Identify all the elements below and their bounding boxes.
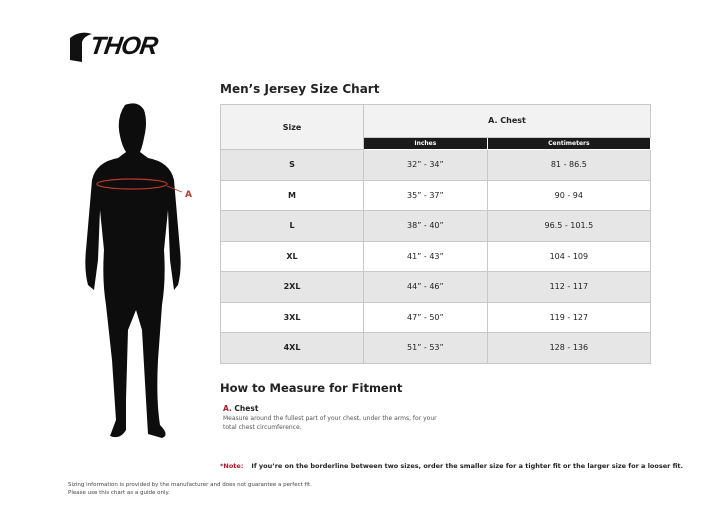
size-cell: 3XL — [220, 301, 364, 333]
page-title: Men’s Jersey Size Chart — [220, 82, 380, 96]
table-row: 4XL 51” - 53” 128 - 136 — [220, 332, 652, 364]
size-cell: L — [220, 210, 364, 242]
inches-cell: 51” - 53” — [363, 332, 488, 364]
note-label: *Note: — [220, 462, 244, 470]
table-row: M 35” - 37” 90 - 94 — [220, 179, 652, 211]
inches-cell: 47” - 50” — [363, 301, 488, 333]
size-cell: 4XL — [220, 332, 364, 364]
size-header: Size — [220, 104, 364, 150]
inches-cell: 35” - 37” — [363, 179, 488, 211]
size-cell: S — [220, 149, 364, 181]
chest-pointer — [166, 185, 183, 193]
table-row: XL 41” - 43” 104 - 109 — [220, 240, 652, 272]
inches-cell: 44” - 46” — [363, 271, 488, 303]
silhouette-shape — [85, 103, 181, 438]
inches-cell: 41” - 43” — [363, 240, 488, 272]
table-row: S 32” - 34” 81 - 86.5 — [220, 149, 652, 181]
note-text: If you’re on the borderline between two … — [251, 462, 683, 470]
chest-item-label: A. Chest — [223, 404, 258, 413]
disclaimer-line-1: Sizing information is provided by the ma… — [68, 482, 312, 488]
logo-text: THOR — [88, 32, 159, 60]
table-row: 2XL 44” - 46” 112 - 117 — [220, 271, 652, 303]
size-chart-table: Size A. Chest Inches Centimeters S 32” - … — [220, 104, 652, 364]
body-silhouette: A — [85, 103, 192, 438]
disclaimer-line-2: Please use this chart as a guide only. — [68, 490, 170, 496]
thor-helmet-icon — [70, 32, 92, 62]
table-row: 3XL 47” - 50” 119 - 127 — [220, 301, 652, 333]
disclaimer: Sizing information is provided by the ma… — [68, 481, 312, 497]
fit-note: *Note: If you’re on the borderline betwee… — [220, 462, 683, 470]
size-cell: 2XL — [220, 271, 364, 303]
inches-cell: 32” - 34” — [363, 149, 488, 181]
centimeters-cell: 112 - 117 — [486, 271, 652, 303]
chest-measure-line — [96, 178, 168, 190]
centimeters-cell: 104 - 109 — [486, 240, 652, 272]
centimeters-header: Centimeters — [486, 136, 652, 151]
centimeters-cell: 119 - 127 — [486, 301, 652, 333]
chest-header: A. Chest — [363, 104, 651, 138]
size-cell: M — [220, 179, 364, 211]
how-to-measure-title: How to Measure for Fitment — [220, 381, 403, 395]
chest-letter: A. — [223, 404, 232, 413]
inches-cell: 38” - 40” — [363, 210, 488, 242]
centimeters-cell: 96.5 - 101.5 — [486, 210, 652, 242]
table-row: L 38” - 40” 96.5 - 101.5 — [220, 210, 652, 242]
inches-header: Inches — [363, 136, 488, 151]
centimeters-cell: 81 - 86.5 — [486, 149, 652, 181]
centimeters-cell: 90 - 94 — [486, 179, 652, 211]
chest-name: Chest — [234, 404, 259, 413]
chest-description: Measure around the fullest part of your … — [223, 415, 437, 431]
size-cell: XL — [220, 240, 364, 272]
centimeters-cell: 128 - 136 — [486, 332, 652, 364]
thor-logo[interactable]: THOR — [68, 30, 173, 64]
marker-label-a: A — [185, 190, 192, 200]
